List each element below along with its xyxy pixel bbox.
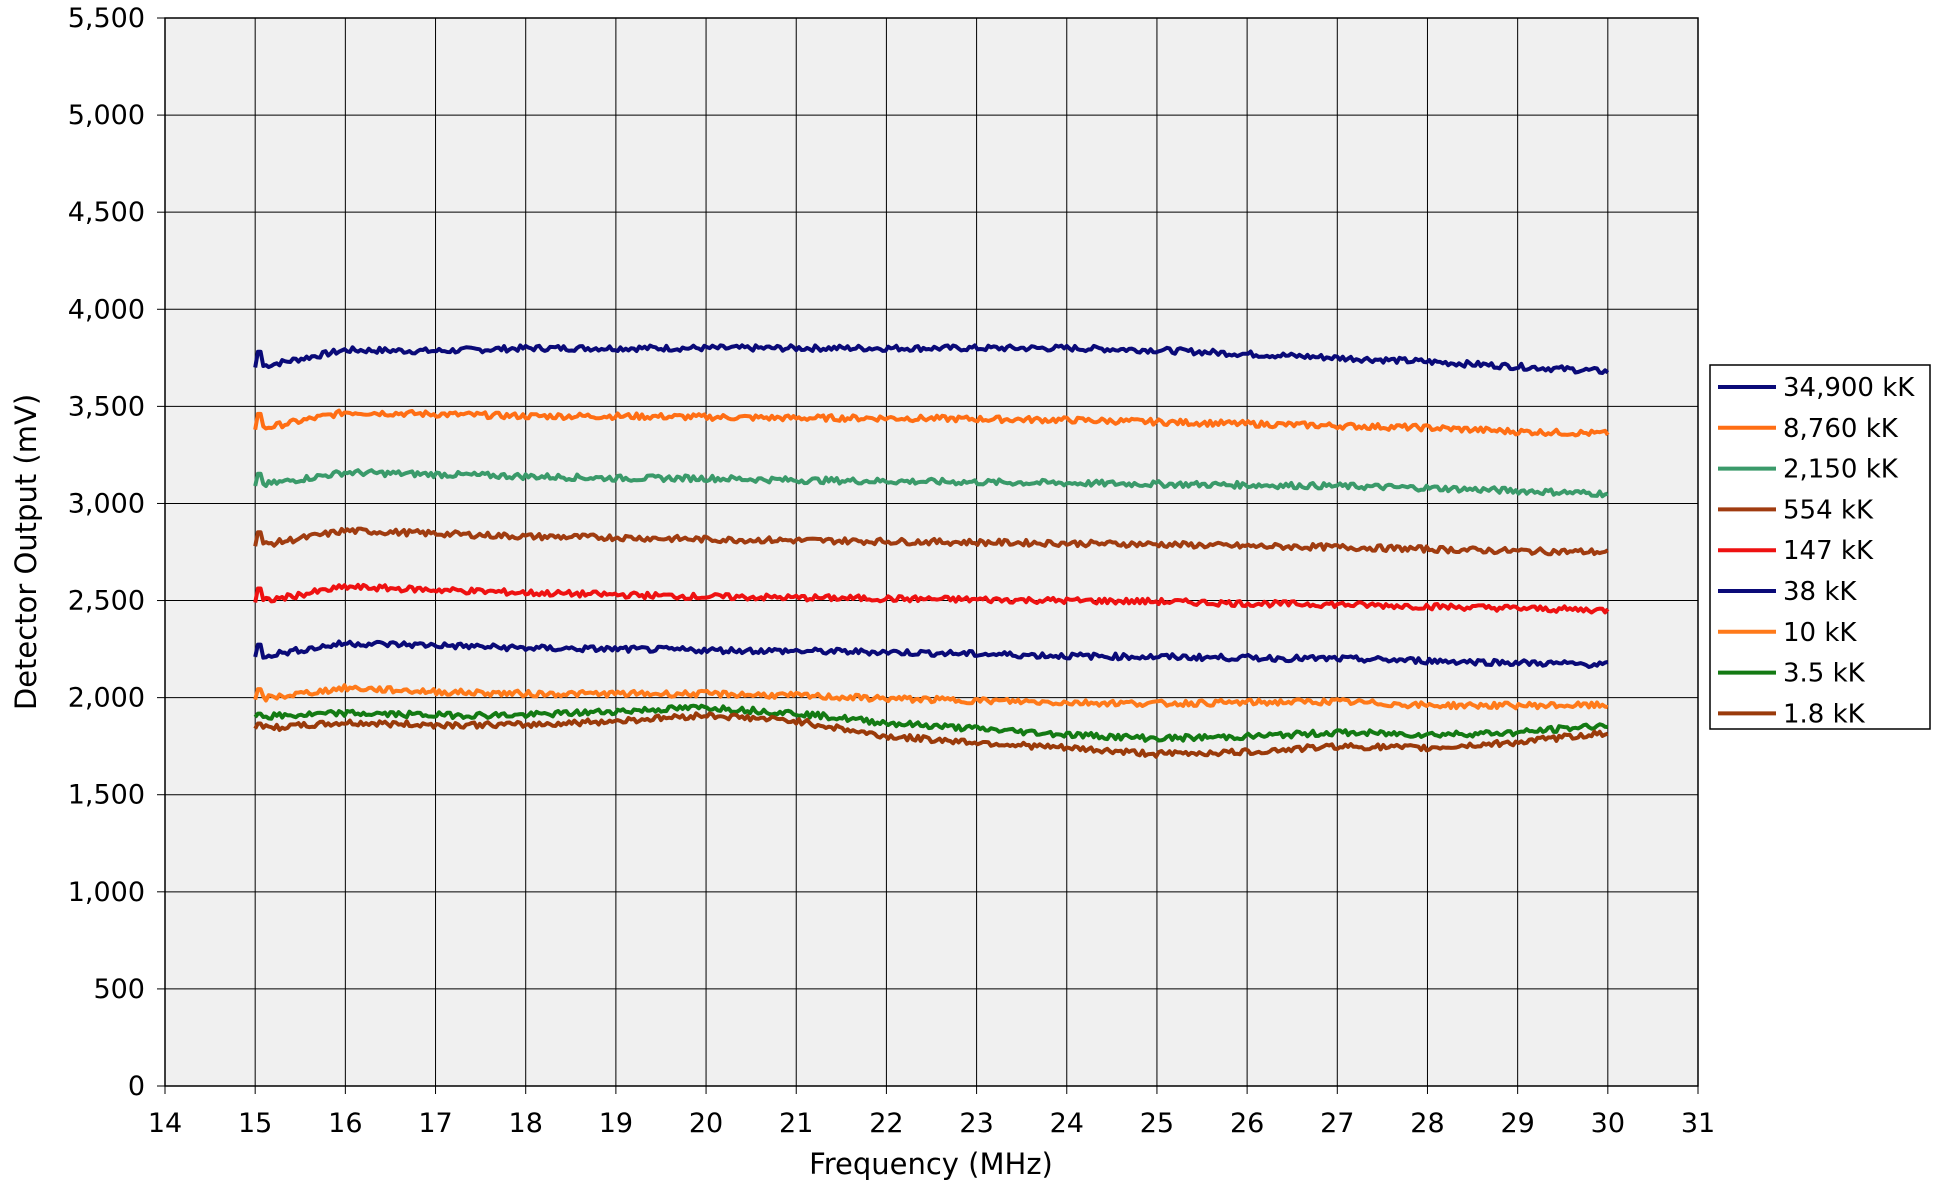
x-tick-label: 31 [1681,1108,1715,1139]
legend-label: 2,150 kK [1783,455,1899,485]
y-tick-label: 1,500 [68,780,145,811]
legend-label: 38 kK [1783,577,1857,607]
y-tick-label: 5,500 [68,3,145,34]
gridlines [157,17,1699,1094]
x-tick-label: 29 [1500,1108,1534,1139]
y-axis-tick-labels: 0 500 1,000 1,500 2,000 2,500 3,000 3,500 4,000 4… [68,3,145,1102]
x-tick-label: 26 [1230,1108,1264,1139]
legend-label: 554 kK [1783,495,1874,525]
y-tick-label: 4,500 [68,197,145,228]
y-tick-label: 5,000 [68,100,145,131]
legend-label: 3.5 kK [1783,659,1866,689]
legend-label: 1.8 kK [1783,699,1866,729]
y-tick-label: 2,500 [68,586,145,617]
x-tick-label: 28 [1410,1108,1444,1139]
x-tick-label: 25 [1140,1108,1174,1139]
y-tick-label: 4,000 [68,294,145,325]
x-axis-title: Frequency (MHz) [809,1147,1053,1181]
legend-label: 34,900 kK [1783,373,1915,403]
series-line [253,703,1609,743]
x-tick-label: 30 [1591,1108,1625,1139]
x-tick-label: 23 [959,1108,993,1139]
series-line [253,639,1609,669]
y-tick-label: 1,000 [68,877,145,908]
x-tick-label: 18 [509,1108,543,1139]
x-tick-label: 15 [238,1108,272,1139]
y-axis-title: Detector Output (mV) [9,394,43,710]
y-tick-label: 0 [128,1071,145,1102]
x-tick-label: 19 [599,1108,633,1139]
legend-label: 8,760 kK [1783,414,1899,444]
legend: 34,900 kK 8,760 kK 2,150 kK 554 kK 147 kK 38 … [1709,364,1931,730]
y-tick-label: 2,000 [68,683,145,714]
series-line [253,711,1609,759]
series-line [253,408,1610,438]
legend-label: 147 kK [1783,536,1874,566]
series-line [253,582,1610,615]
y-tick-label: 3,000 [68,488,145,519]
series-line [253,683,1609,711]
legend-label: 10 kK [1783,618,1857,648]
x-tick-label: 22 [869,1108,903,1139]
x-tick-label: 27 [1320,1108,1354,1139]
x-tick-label: 21 [779,1108,813,1139]
x-tick-label: 17 [418,1108,452,1139]
y-tick-label: 3,500 [68,391,145,422]
plot-area [164,17,1699,1087]
x-tick-label: 14 [148,1108,182,1139]
legend-box [1709,364,1931,730]
series-line [253,343,1610,375]
series-line [253,526,1609,557]
series-lines [253,343,1610,759]
x-tick-label: 24 [1050,1108,1084,1139]
series-line [253,468,1609,499]
x-tick-label: 16 [328,1108,362,1139]
x-tick-label: 20 [689,1108,723,1139]
y-tick-label: 500 [93,974,145,1005]
x-axis-tick-labels: 14 15 16 17 18 19 20 21 22 23 24 25 26 27 28 29 30 31 [148,1108,1715,1139]
